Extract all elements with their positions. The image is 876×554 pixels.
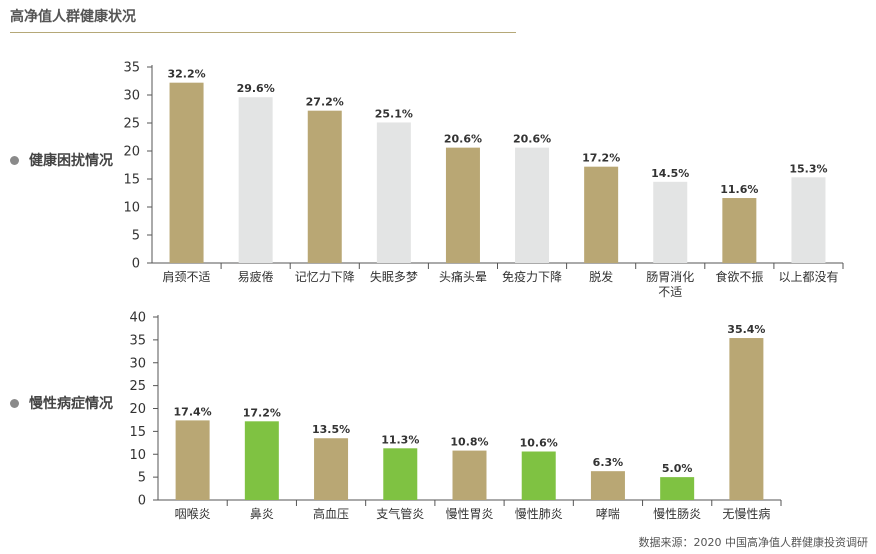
y-tick-label: 30 xyxy=(123,89,140,104)
y-tick-label: 20 xyxy=(129,402,146,417)
title-divider xyxy=(10,32,516,33)
bar-value-label: 6.3% xyxy=(593,456,624,469)
health-troubles-bar-chart: 0 5 10 15 20 25 30 35 32.2% 肩颈不适 29.6% 易疲倦 27.2% 记忆力下… xyxy=(123,61,844,299)
bar-value-label: 11.6% xyxy=(720,183,758,196)
y-tick-label: 25 xyxy=(123,117,140,132)
x-category-label: 肩颈不适 xyxy=(163,269,211,284)
bar-value-label: 32.2% xyxy=(167,68,205,81)
chart-title: 高净值人群健康状况 xyxy=(10,9,136,25)
y-tick-label: 35 xyxy=(123,61,140,76)
bar xyxy=(521,451,556,500)
bar-value-label: 11.3% xyxy=(381,433,419,446)
bar xyxy=(660,477,695,500)
y-tick-label: 15 xyxy=(123,173,140,188)
x-category-label: 肠胃消化不适 xyxy=(646,270,694,299)
y-tick-label: 5 xyxy=(132,229,140,244)
bar-value-label: 17.4% xyxy=(174,405,212,418)
x-category-label: 支气管炎 xyxy=(376,506,424,521)
x-category-label: 以上都没有 xyxy=(778,269,838,284)
section-label-chronic-diseases: 慢性病症情况 xyxy=(29,396,113,412)
section-chronic-diseases: 慢性病症情况 xyxy=(10,393,113,413)
bar-value-label: 10.6% xyxy=(520,437,558,450)
y-tick-label: 40 xyxy=(129,311,146,326)
bullet-icon xyxy=(10,398,19,408)
bar-value-label: 25.1% xyxy=(375,107,413,120)
bar xyxy=(169,82,204,264)
bar-value-label: 29.6% xyxy=(237,82,275,95)
x-category-label: 易疲倦 xyxy=(238,269,274,284)
y-tick-label: 20 xyxy=(123,145,140,160)
x-category-label: 咽喉炎 xyxy=(175,507,211,521)
bar-value-label: 20.6% xyxy=(444,133,482,146)
y-tick-label: 5 xyxy=(138,471,146,486)
bar-value-label: 14.5% xyxy=(651,167,689,180)
bar-value-label: 17.2% xyxy=(243,406,281,419)
bar xyxy=(515,147,550,263)
x-category-label: 鼻炎 xyxy=(250,506,274,521)
x-category-label: 哮喘 xyxy=(596,507,620,521)
x-category-label: 失眠多梦 xyxy=(370,269,418,284)
x-category-label: 高血压 xyxy=(313,506,349,521)
bar-value-label: 20.6% xyxy=(513,133,551,146)
x-category-label: 无慢性病 xyxy=(722,506,770,521)
bar-value-label: 15.3% xyxy=(789,162,827,175)
bar-value-label: 5.0% xyxy=(662,462,693,475)
x-category-label: 记忆力下降 xyxy=(295,270,355,284)
bar xyxy=(729,338,764,500)
bar xyxy=(238,97,273,264)
bar xyxy=(376,122,411,263)
bar xyxy=(244,421,279,500)
x-category-label: 食欲不振 xyxy=(715,269,763,284)
bar-value-label: 27.2% xyxy=(306,96,344,109)
bar-value-label: 35.4% xyxy=(727,323,765,336)
y-tick-label: 30 xyxy=(129,356,146,371)
x-category-label: 脱发 xyxy=(589,269,613,284)
x-category-label: 慢性胃炎 xyxy=(445,507,493,521)
y-tick-label: 10 xyxy=(123,201,140,216)
bar xyxy=(791,177,826,263)
bar xyxy=(590,471,625,500)
x-category-label: 慢性肠炎 xyxy=(653,507,701,521)
x-category-label: 头痛头晕 xyxy=(439,269,487,284)
y-tick-label: 10 xyxy=(129,448,146,463)
y-tick-label: 15 xyxy=(129,425,146,440)
x-category-label: 免疫力下降 xyxy=(502,269,562,284)
bar xyxy=(653,181,688,263)
bullet-icon xyxy=(10,155,19,165)
bar xyxy=(314,438,349,500)
bar xyxy=(452,450,487,500)
bar xyxy=(445,147,480,263)
section-health-troubles: 健康困扰情况 xyxy=(10,150,113,170)
bar-value-label: 13.5% xyxy=(312,423,350,436)
source-note: 数据来源：2020 中国高净值人群健康投资调研 xyxy=(638,536,869,549)
y-tick-label: 0 xyxy=(138,494,146,509)
bar xyxy=(307,110,342,264)
y-tick-label: 35 xyxy=(129,333,146,348)
bar xyxy=(584,166,619,263)
y-tick-label: 25 xyxy=(129,379,146,394)
x-category-label: 慢性肺炎 xyxy=(515,507,563,521)
bar-value-label: 17.2% xyxy=(582,152,620,165)
bar xyxy=(175,420,210,500)
bar-value-label: 10.8% xyxy=(450,436,488,449)
bar xyxy=(722,198,757,263)
section-label-health-troubles: 健康困扰情况 xyxy=(29,153,113,169)
y-tick-label: 0 xyxy=(132,257,140,272)
bar xyxy=(383,448,418,500)
